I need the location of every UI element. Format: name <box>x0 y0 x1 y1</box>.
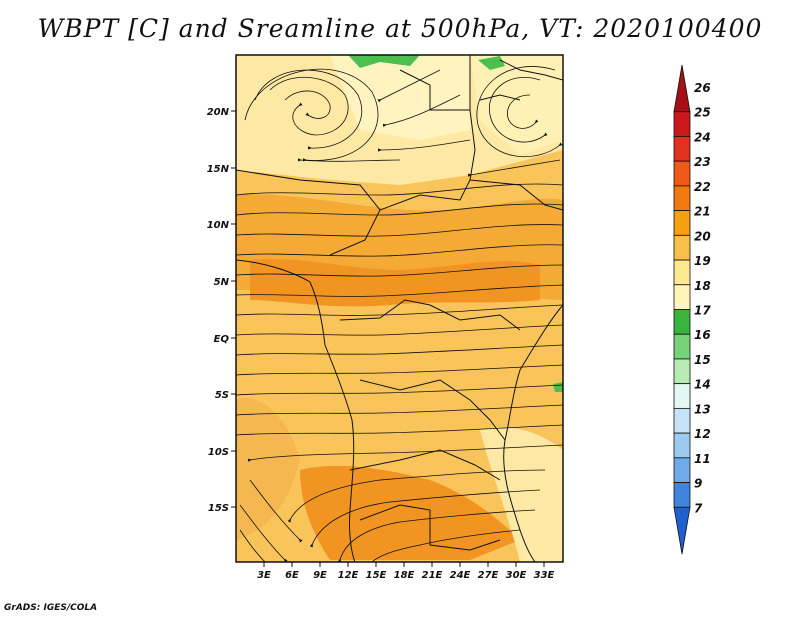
colorbar-label: 11 <box>694 452 711 466</box>
lon-label-30e: 30E <box>506 570 527 581</box>
lon-label-33e: 33E <box>534 570 555 581</box>
wbpt-green-patch-north <box>348 55 420 68</box>
lon-label-18e: 18E <box>394 570 415 581</box>
lon-label-27e: 27E <box>478 570 499 581</box>
colorbar-swatch <box>673 482 691 508</box>
colorbar-label: 25 <box>694 106 711 120</box>
wbpt-field-sahara <box>330 55 470 140</box>
colorbar-swatch <box>673 111 691 137</box>
lat-label-5n: 5N <box>214 277 230 288</box>
wbpt-field-east-coast-cool <box>480 427 563 562</box>
lon-label-9e: 9E <box>313 570 327 581</box>
colorbar-swatch <box>673 457 691 483</box>
lon-label-6e: 6E <box>285 570 299 581</box>
colorbar-swatch <box>673 259 691 286</box>
grads-credit: GrADS: IGES/COLA <box>4 603 98 613</box>
lon-label-21e: 21E <box>422 570 443 581</box>
lat-label-15n: 15N <box>207 164 230 175</box>
colorbar-swatch <box>673 407 691 434</box>
colorbar-label: 18 <box>694 279 711 293</box>
wbpt-green-patch-ne <box>478 56 505 70</box>
colorbar: 26 25 24 23 22 21 20 19 18 17 16 15 14 13 12 11 9 7 <box>673 64 711 555</box>
colorbar-label: 16 <box>694 328 711 342</box>
lat-label-eq: EQ <box>214 334 230 345</box>
colorbar-swatch <box>673 185 691 212</box>
wbpt-field-hot-band <box>250 258 540 307</box>
colorbar-swatch <box>673 506 691 555</box>
colorbar-swatch <box>673 136 691 162</box>
streamlines <box>236 66 563 562</box>
lon-label-15e: 15E <box>366 570 387 581</box>
colorbar-swatch <box>673 432 691 459</box>
lon-label-12e: 12E <box>338 570 359 581</box>
lat-label-20n: 20N <box>207 107 230 118</box>
colorbar-label: 9 <box>694 477 702 491</box>
colorbar-label: 13 <box>694 402 711 416</box>
lon-axis: 3E 6E 9E 12E 15E 18E 21E 24E 27E 30E 33E <box>257 562 555 581</box>
colorbar-label: 14 <box>694 378 711 392</box>
colorbar-label: 15 <box>694 353 711 367</box>
wbpt-green-patch-east <box>553 382 563 392</box>
colorbar-label: 12 <box>694 427 711 441</box>
colorbar-swatch <box>673 358 691 385</box>
colorbar-swatch <box>673 234 691 261</box>
colorbar-swatch <box>673 160 691 187</box>
lat-label-10n: 10N <box>207 220 230 231</box>
colorbar-label: 20 <box>694 229 711 243</box>
colorbar-label: 17 <box>694 304 711 318</box>
colorbar-label: 26 <box>694 81 711 95</box>
colorbar-label: 22 <box>694 180 711 194</box>
colorbar-swatch <box>673 284 691 310</box>
map-panel <box>236 55 563 562</box>
coastlines-borders <box>236 55 563 562</box>
map-title: WBPT [C] and Sreamline at 500hPa, VT: 20… <box>37 14 763 43</box>
colorbar-swatch <box>673 64 691 113</box>
colorbar-label: 19 <box>694 254 711 268</box>
colorbar-label: 21 <box>694 205 711 219</box>
colorbar-label: 7 <box>694 501 703 515</box>
lon-label-24e: 24E <box>450 570 471 581</box>
colorbar-swatch <box>673 383 691 409</box>
map-frame <box>235 54 564 563</box>
lon-label-3e: 3E <box>257 570 271 581</box>
colorbar-swatch <box>673 333 691 360</box>
colorbar-swatch <box>673 309 691 335</box>
colorbar-label: 23 <box>694 155 711 169</box>
lat-label-10s: 10S <box>208 447 229 458</box>
lat-label-15s: 15S <box>208 503 229 514</box>
colorbar-label: 24 <box>694 130 711 144</box>
lat-axis: 20N 15N 10N 5N EQ 5S 10S 15S <box>207 107 236 514</box>
colorbar-swatch <box>673 210 691 236</box>
lat-label-5s: 5S <box>215 390 229 401</box>
